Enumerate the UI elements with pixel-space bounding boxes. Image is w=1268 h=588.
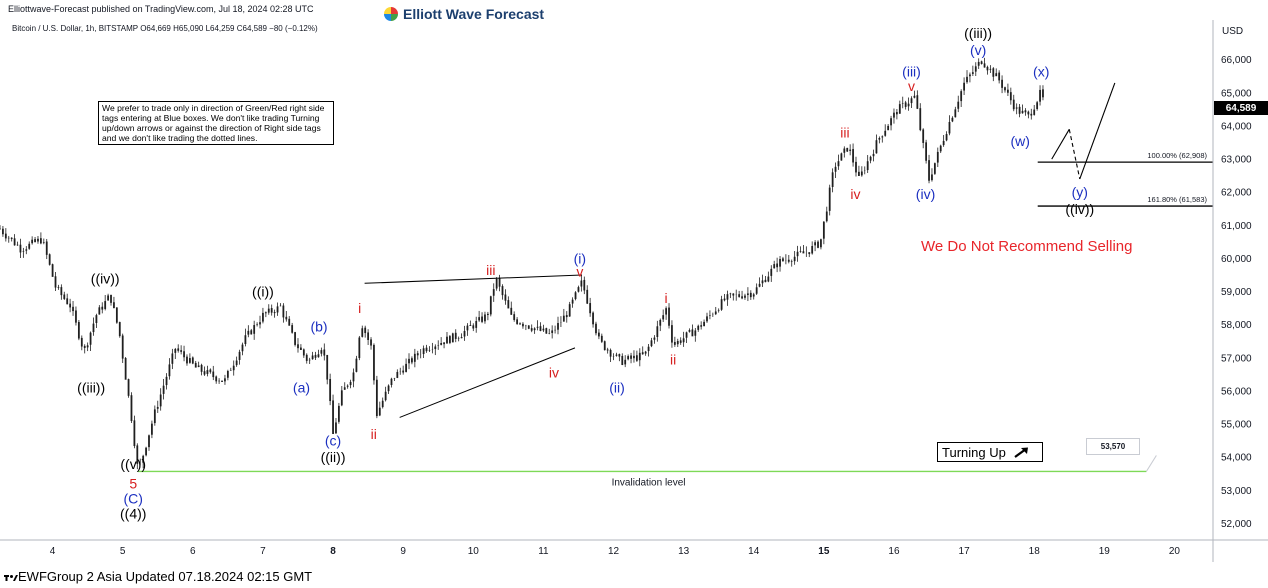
turning-up-label: Turning Up <box>942 444 1006 460</box>
trading-note: We prefer to trade only in direction of … <box>98 101 334 145</box>
wave-label: ((iv)) <box>1065 201 1094 217</box>
x-tick-label: 19 <box>1099 546 1111 557</box>
footer-text: EWFGroup 2 Asia Updated 07.18.2024 02:15… <box>18 569 313 584</box>
turning-up-box: Turning Up <box>937 442 1043 462</box>
wave-label: ((v)) <box>120 456 146 472</box>
x-tick-label: 9 <box>400 546 406 557</box>
wave-label: (ii) <box>609 380 625 396</box>
publisher-line: Elliottwave-Forecast published on Tradin… <box>8 4 314 14</box>
x-tick-label: 13 <box>678 546 690 557</box>
fib-level-label: 161.80% (61,583) <box>1147 195 1207 204</box>
wave-label: (iv) <box>916 186 935 202</box>
x-tick-label: 11 <box>538 546 549 557</box>
y-tick-label: 62,000 <box>1221 188 1252 199</box>
wave-label: (v) <box>970 42 986 58</box>
wave-label: (i) <box>574 250 586 266</box>
projection-line <box>1051 129 1070 160</box>
globe-icon <box>384 7 398 21</box>
x-tick-label: 20 <box>1169 546 1181 557</box>
brand[interactable]: Elliott Wave Forecast <box>384 6 544 22</box>
y-tick-label: 64,000 <box>1221 121 1252 132</box>
x-axis[interactable]: 4 5 6 7 8 9 10 11 12 13 14 15 16 17 18 19 20 <box>50 546 1181 557</box>
projection-dashed-line <box>1068 129 1081 180</box>
y-tick-label: 52,000 <box>1221 519 1252 530</box>
wave-label: ((iii)) <box>77 380 105 396</box>
wave-label: v <box>908 78 915 94</box>
wave-label: ii <box>371 426 377 442</box>
recommendation-text: We Do Not Recommend Selling <box>921 238 1133 255</box>
y-tick-label: 53,000 <box>1221 486 1252 497</box>
x-tick-label: 12 <box>608 546 620 557</box>
wave-label: iv <box>850 186 860 202</box>
plot-area: 100.00% (62,908) 161.80% (61,583) Invalida… <box>0 25 1213 522</box>
y-tick-label: 58,000 <box>1221 320 1252 331</box>
x-tick-label: 4 <box>50 546 56 557</box>
brand-name: Elliott Wave Forecast <box>403 6 545 22</box>
y-tick-label: 54,000 <box>1221 453 1252 464</box>
wave-label: (c) <box>325 433 341 449</box>
y-tick-label: 63,000 <box>1221 155 1252 166</box>
wave-label: iii <box>840 125 849 141</box>
invalidation-price-badge: 53,570 <box>1086 438 1140 455</box>
y-tick-label: 65,000 <box>1221 88 1252 99</box>
y-tick-label: 56,000 <box>1221 386 1252 397</box>
wave-label: (x) <box>1033 63 1049 79</box>
y-tick-label: 59,000 <box>1221 287 1252 298</box>
y-axis[interactable]: 52,000 53,000 54,000 55,000 56,000 57,000 58,0… <box>1221 55 1252 530</box>
arrow-up-right-icon <box>1014 447 1028 458</box>
wave-label: i <box>665 290 668 306</box>
x-tick-label: 15 <box>818 546 830 557</box>
y-tick-label: 66,000 <box>1221 55 1252 66</box>
wave-label: (w) <box>1010 133 1029 149</box>
wave-label: ((iv)) <box>91 270 120 286</box>
wave-label: (iii) <box>902 63 921 79</box>
x-tick-label: 6 <box>190 546 196 557</box>
x-tick-label: 14 <box>748 546 760 557</box>
x-tick-label: 7 <box>260 546 266 557</box>
y-tick-label: 55,000 <box>1221 420 1252 431</box>
y-axis-title: USD <box>1222 26 1243 37</box>
fib-level-label: 100.00% (62,908) <box>1147 151 1207 160</box>
wave-label: ((iii)) <box>964 25 992 41</box>
x-tick-label: 18 <box>1029 546 1041 557</box>
wave-label: 5 <box>129 476 137 492</box>
triangle-line[interactable] <box>364 274 582 284</box>
wave-label: (b) <box>310 318 327 334</box>
wave-label: i <box>358 300 361 316</box>
wave-label: ((i)) <box>252 284 274 300</box>
y-tick-label: 57,000 <box>1221 353 1252 364</box>
footer-update: EWFGroup 2 Asia Updated 07.18.2024 02:15… <box>4 569 312 584</box>
y-tick-label: 61,000 <box>1221 221 1252 232</box>
symbol-line: Bitcoin / U.S. Dollar, 1h, BITSTAMP O64,… <box>12 24 318 33</box>
x-tick-label: 10 <box>468 546 480 557</box>
wave-label: ((4)) <box>120 506 146 522</box>
current-price-badge: 64,589 <box>1214 101 1268 115</box>
wave-label: (C) <box>124 491 143 507</box>
wave-label: iii <box>486 262 495 278</box>
wave-label: (y) <box>1072 184 1088 200</box>
x-tick-label: 8 <box>330 546 336 557</box>
x-tick-label: 5 <box>120 546 126 557</box>
wave-label: (a) <box>293 380 310 396</box>
wave-label: iv <box>549 365 559 381</box>
invalidation-connector <box>1145 455 1157 472</box>
tradingview-logo-icon <box>4 574 18 581</box>
wave-label: ((ii)) <box>321 449 346 465</box>
invalidation-label: Invalidation level <box>612 477 686 488</box>
wave-label: ii <box>670 351 676 367</box>
y-tick-label: 60,000 <box>1221 254 1252 265</box>
x-tick-label: 16 <box>888 546 900 557</box>
wave-label: v <box>576 264 583 280</box>
projection-turn-up-line <box>1079 82 1116 180</box>
triangle-line[interactable] <box>399 347 576 418</box>
x-tick-label: 17 <box>959 546 971 557</box>
